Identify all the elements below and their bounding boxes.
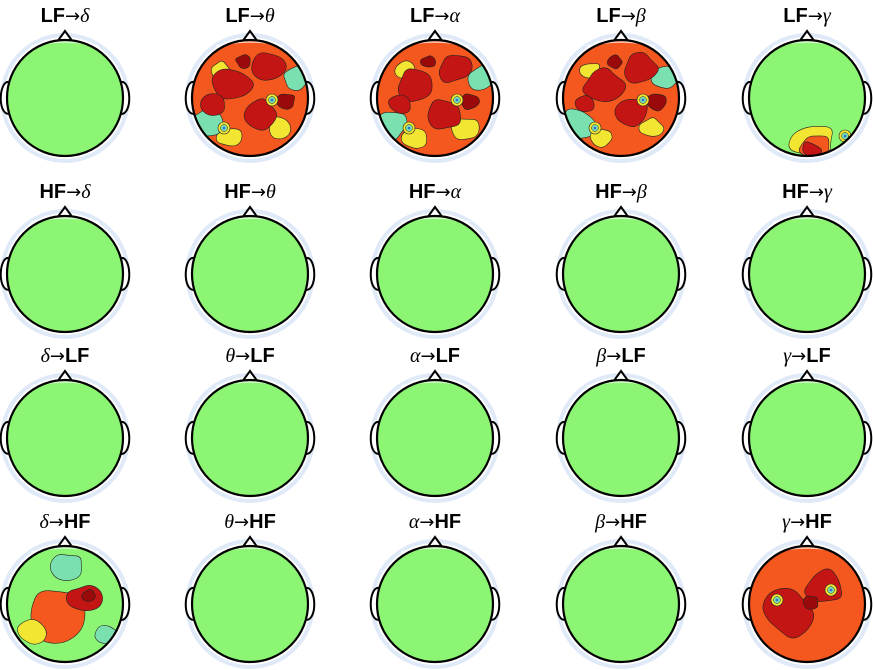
scalp-map — [185, 24, 315, 164]
scalp-map — [0, 24, 130, 164]
topoplot-cell: LF→θ — [185, 4, 315, 164]
peak-marker — [218, 122, 230, 134]
topoplot-cell: γ→HF — [742, 510, 872, 670]
scalp-map — [556, 24, 686, 164]
scalp-map — [742, 24, 872, 164]
scalp-map — [742, 364, 872, 504]
topoplot-cell: LF→α — [370, 4, 500, 164]
peak-region — [803, 596, 817, 609]
topoplot-cell: LF→γ — [742, 4, 872, 164]
topoplot-cell: β→LF — [556, 344, 686, 504]
topoplot-cell: α→LF — [370, 344, 500, 504]
topoplot-cell: θ→LF — [185, 344, 315, 504]
topoplot-cell: HF→θ — [185, 180, 315, 340]
topoplot-cell: HF→δ — [0, 180, 130, 340]
scalp-map — [556, 530, 686, 670]
peak-marker — [771, 594, 783, 606]
scalp-map — [742, 530, 872, 670]
topoplot-cell: HF→α — [370, 180, 500, 340]
hot-region — [200, 94, 224, 116]
topoplot-cell: LF→δ — [0, 4, 130, 164]
topoplot-cell: α→HF — [370, 510, 500, 670]
scalp-map — [185, 364, 315, 504]
topoplot-cell: δ→LF — [0, 344, 130, 504]
scalp-map — [185, 200, 315, 340]
peak-marker — [825, 584, 837, 596]
peak-marker — [266, 94, 278, 106]
scalp-map — [0, 200, 130, 340]
topoplot-cell: δ→HF — [0, 510, 130, 670]
topoplot-cell: γ→LF — [742, 344, 872, 504]
scalp-map — [0, 530, 130, 670]
scalp-map — [370, 530, 500, 670]
peak-marker — [403, 122, 415, 134]
scalp-map — [742, 200, 872, 340]
scalp-map — [370, 200, 500, 340]
topoplot-cell: HF→γ — [742, 180, 872, 340]
scalp-map — [185, 530, 315, 670]
peak-marker — [589, 122, 601, 134]
topoplot-cell: β→HF — [556, 510, 686, 670]
scalp-map — [370, 364, 500, 504]
peak-marker — [451, 94, 463, 106]
peak-marker — [839, 130, 851, 142]
scalp-map — [0, 364, 130, 504]
topoplot-cell: LF→β — [556, 4, 686, 164]
scalp-map — [556, 364, 686, 504]
scalp-map — [556, 200, 686, 340]
peak-marker — [637, 94, 649, 106]
scalp-map — [370, 24, 500, 164]
topoplot-cell: θ→HF — [185, 510, 315, 670]
topoplot-cell: HF→β — [556, 180, 686, 340]
cool-region — [50, 554, 81, 580]
